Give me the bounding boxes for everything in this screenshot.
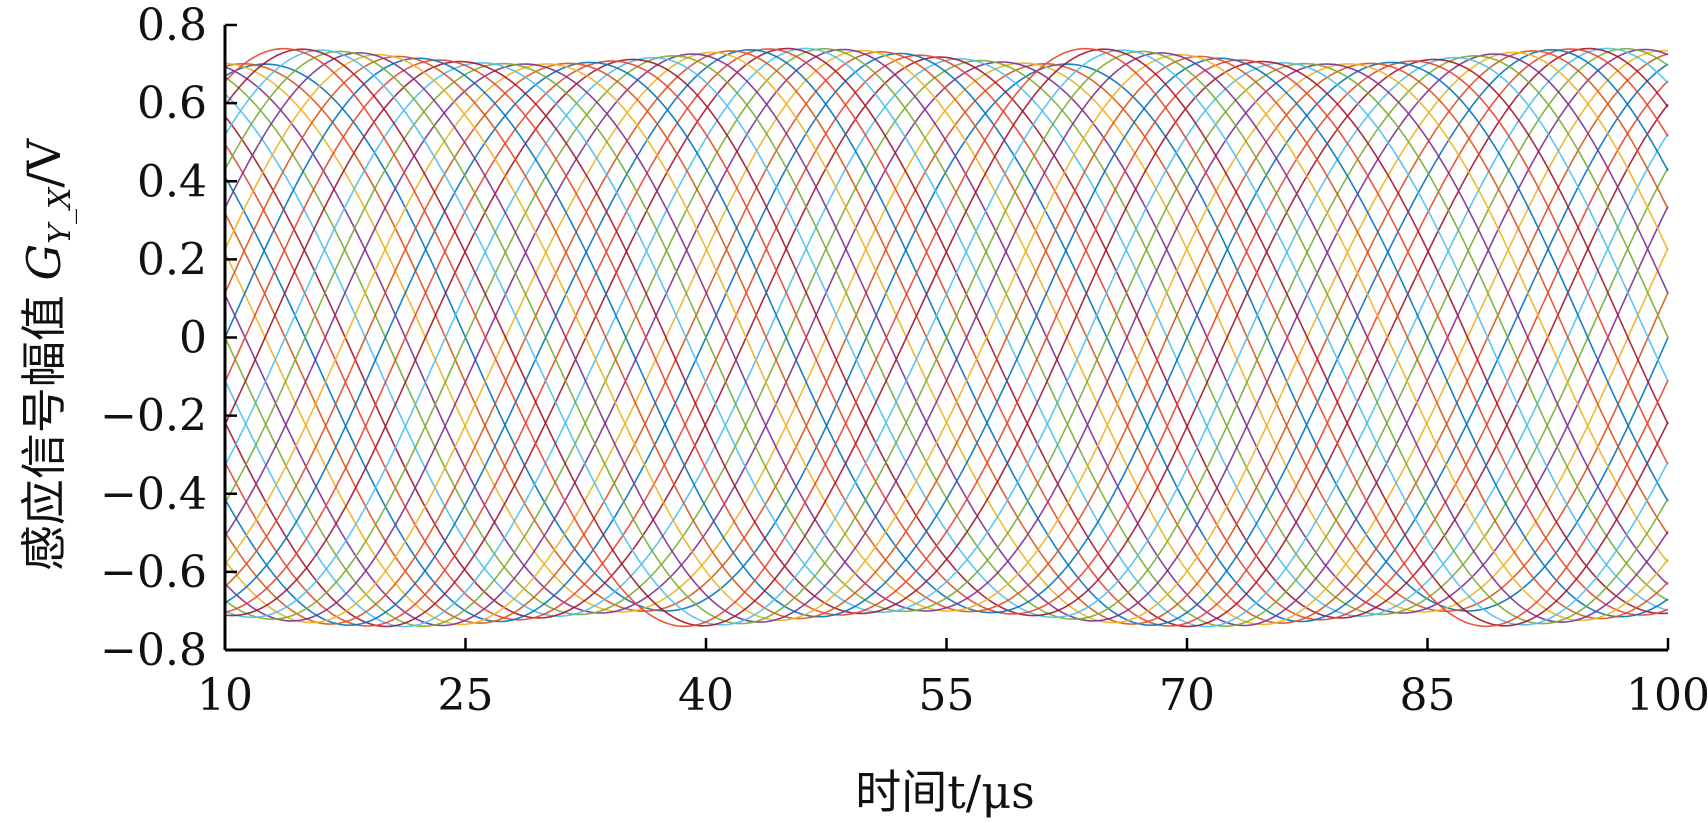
- y-tick-label: 0.8: [137, 0, 207, 51]
- series-line: [224, 61, 1669, 614]
- series-line: [224, 62, 1669, 613]
- series-line: [224, 62, 1669, 613]
- series-line: [224, 57, 1669, 618]
- y-tick-label: 0: [179, 313, 207, 364]
- y-tick-label: 0.6: [137, 78, 207, 129]
- series-line: [224, 54, 1669, 621]
- y-axis-title-suffix: /V: [17, 138, 71, 187]
- x-tick-label: 25: [438, 670, 494, 721]
- x-axis-title: 时间t/μs: [855, 765, 1035, 819]
- series-line: [224, 61, 1669, 614]
- y-tick-label: −0.8: [100, 625, 207, 676]
- x-tick-label: 55: [919, 670, 975, 721]
- series-line: [224, 53, 1669, 622]
- x-tick-label: 100: [1626, 670, 1708, 721]
- series-line: [224, 48, 1669, 627]
- series-line: [224, 58, 1669, 617]
- series-line: [224, 56, 1669, 619]
- ticks-layer: −0.8 −0.6 −0.4 −0.2 0 0.2 0.4 0.6 0.8 10 25 40 55 70 8…: [100, 0, 1708, 721]
- series-line: [224, 50, 1669, 625]
- y-tick-label: 0.4: [137, 156, 207, 207]
- series-line: [224, 59, 1669, 616]
- x-tick-label: 10: [197, 670, 253, 721]
- y-tick-label: −0.2: [100, 391, 207, 442]
- y-tick-label: −0.6: [100, 547, 207, 598]
- series-line: [224, 49, 1669, 626]
- y-axis-title-symbol: G: [17, 244, 71, 281]
- series-line: [224, 63, 1669, 612]
- y-axis-title: 感应信号幅值 GY_X/V: [17, 138, 78, 571]
- series-line: [224, 52, 1669, 623]
- x-tick-label: 70: [1159, 670, 1215, 721]
- series-line: [224, 60, 1669, 615]
- series-line: [224, 49, 1669, 626]
- series-line: [224, 47, 1669, 628]
- x-tick-label: 40: [678, 670, 734, 721]
- y-tick-label: 0.2: [137, 234, 207, 285]
- series-line: [224, 59, 1669, 616]
- series-layer: [224, 47, 1669, 628]
- y-axis-title-subscript: Y_X: [43, 186, 78, 244]
- x-tick-label: 85: [1400, 670, 1456, 721]
- series-line: [224, 52, 1669, 623]
- y-tick-label: −0.4: [100, 469, 207, 520]
- y-axis-title-prefix: 感应信号幅值: [17, 281, 71, 572]
- series-line: [224, 63, 1669, 612]
- series-line: [224, 55, 1669, 620]
